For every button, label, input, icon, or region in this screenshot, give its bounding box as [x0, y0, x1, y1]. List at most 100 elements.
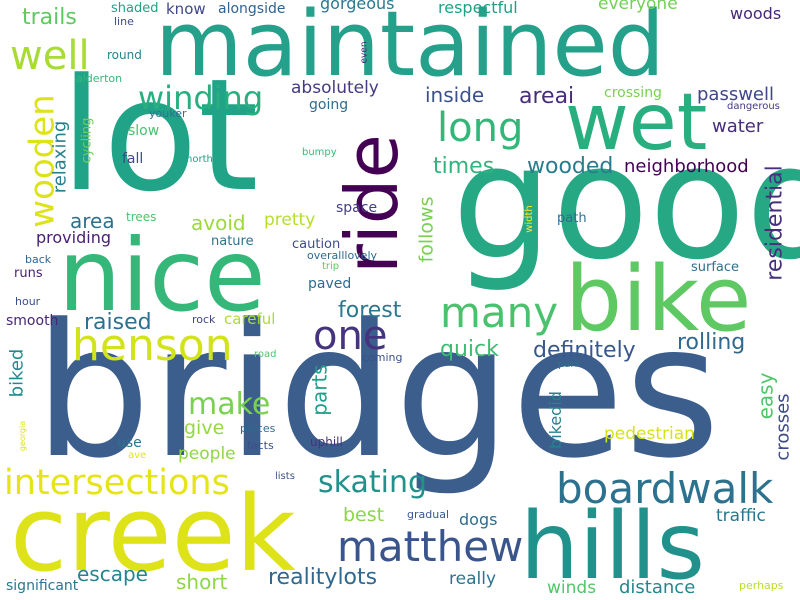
word-short: short — [176, 570, 228, 594]
word-creek: creek — [10, 473, 296, 595]
word-traffic: traffic — [716, 506, 766, 526]
word-alongside: alongside — [218, 1, 286, 17]
word-realitylots: realitylots — [268, 565, 378, 590]
word-significant: significant — [6, 578, 79, 594]
word-hour: hour — [15, 295, 41, 308]
word-maintained: maintained — [155, 0, 665, 97]
word-area: area — [70, 209, 115, 233]
word-really: really — [449, 569, 496, 589]
word-dogs: dogs — [459, 510, 498, 529]
word-water: water — [712, 116, 764, 137]
word-woods: woods — [730, 4, 782, 23]
word-times: times — [433, 154, 495, 179]
word-ave: ave — [128, 450, 147, 461]
word-pretty: pretty — [264, 210, 316, 230]
word-caution: caution — [292, 237, 341, 252]
word-parts: parts — [307, 364, 332, 416]
word-lists: lists — [275, 471, 295, 482]
word-pedestrian: pedestrian — [604, 424, 695, 444]
word-well: well — [10, 33, 90, 79]
word-surface: surface — [691, 260, 740, 275]
word-best: best — [343, 504, 385, 526]
word-trip: trip — [322, 261, 340, 272]
word-definitely: definitely — [533, 338, 636, 363]
word-cycling: cycling — [79, 117, 95, 164]
word-georgia: georgia — [18, 420, 28, 452]
word-make: make — [188, 387, 271, 422]
word-hills: hills — [520, 492, 705, 600]
word-raised: raised — [84, 310, 152, 335]
word-park: park — [558, 359, 581, 370]
word-relaxing: relaxing — [49, 120, 71, 194]
word-follows: follows — [415, 196, 438, 263]
word-line: line — [114, 15, 134, 28]
word-gorgeous: gorgeous — [320, 0, 395, 13]
word-boardwalk: boardwalk — [556, 464, 774, 513]
word-people: people — [178, 444, 236, 464]
word-youker: youker — [149, 107, 187, 120]
word-fall: fall — [122, 151, 144, 167]
word-lot: lot — [60, 45, 259, 226]
word-back: back — [25, 253, 52, 266]
word-areai: areai — [519, 84, 575, 109]
word-slow: slow — [128, 123, 160, 139]
word-wet: wet — [565, 78, 708, 168]
word-nice: nice — [58, 217, 266, 334]
word-facts: facts — [247, 439, 274, 452]
word-providing: providing — [36, 228, 111, 247]
word-rolling: rolling — [677, 330, 746, 355]
word-crosses: crosses — [772, 393, 794, 461]
word-quick: quick — [440, 337, 499, 362]
word-know: know — [166, 0, 206, 18]
word-avoid: avoid — [191, 211, 246, 235]
word-inside: inside — [425, 83, 485, 107]
word-even: even — [359, 41, 370, 64]
word-path: path — [557, 211, 587, 226]
word-absolutely: absolutely — [291, 78, 379, 98]
word-passwell: passwell — [697, 84, 775, 105]
word-bumpy: bumpy — [302, 147, 337, 158]
word-residential: residential — [762, 165, 788, 281]
word-everyone: everyone — [598, 0, 678, 14]
word-overalllovely: overalllovely — [307, 249, 378, 262]
word-intersections: intersections — [4, 463, 230, 503]
word-rock: rock — [192, 313, 216, 326]
word-bikedid: bikedid — [545, 391, 565, 449]
word-nature: nature — [211, 234, 254, 249]
word-skating: skating — [318, 465, 428, 500]
word-width: width — [523, 205, 535, 233]
word-north: north — [186, 154, 213, 165]
word-winding: winding — [138, 79, 264, 117]
word-neighborhood: neighborhood — [624, 156, 749, 177]
word-good: good — [452, 111, 800, 295]
word-paved: paved — [308, 276, 352, 292]
word-bridges: bridges — [34, 285, 721, 499]
word-going: going — [309, 97, 349, 113]
word-pieces: pieces — [240, 422, 276, 435]
word-crossing: crossing — [604, 85, 662, 101]
word-uphill: uphill — [310, 435, 343, 449]
word-henson: henson — [72, 320, 233, 371]
word-one: one — [313, 313, 388, 359]
word-distance: distance — [619, 577, 696, 598]
word-bike: bike — [565, 247, 752, 352]
word-careful: careful — [224, 310, 276, 328]
word-dangerous: dangerous — [727, 101, 780, 112]
word-long: long — [437, 105, 524, 151]
word-forest: forest — [338, 298, 402, 323]
word-matthew: matthew — [337, 522, 524, 571]
word-smooth: smooth — [6, 313, 59, 329]
word-winds: winds — [547, 578, 597, 598]
word-road: road — [254, 349, 277, 360]
word-round: round — [107, 48, 142, 62]
word-escape: escape — [77, 562, 148, 586]
word-biked: biked — [6, 348, 28, 398]
word-respectful: respectful — [438, 0, 518, 17]
word-coming: coming — [362, 351, 403, 364]
word-trees: trees — [126, 210, 157, 224]
word-trails: trails — [22, 5, 77, 30]
word-runs: runs — [14, 266, 43, 281]
word-perhaps: perhaps — [739, 579, 784, 592]
word-alderton: alderton — [76, 72, 123, 85]
